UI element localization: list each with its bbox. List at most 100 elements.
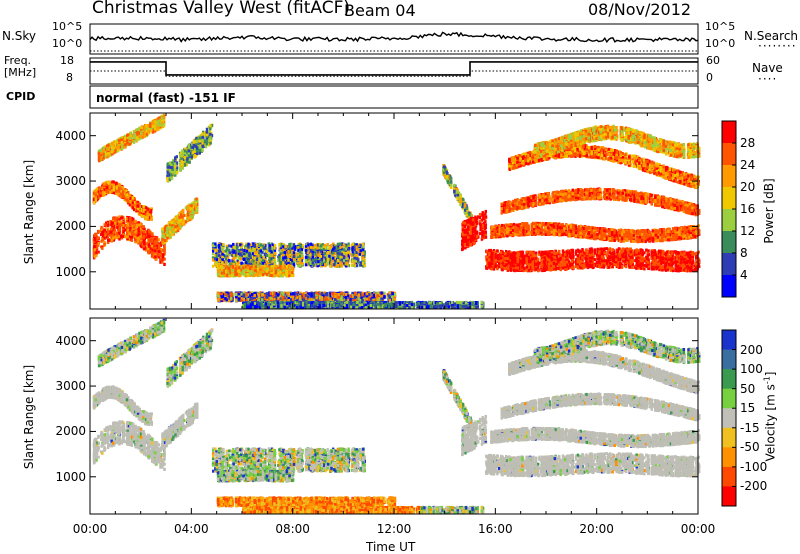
power-cell [158, 253, 160, 256]
power-cell [136, 133, 138, 136]
power-cell [102, 239, 104, 242]
power-cell [140, 231, 142, 234]
power-cell [122, 190, 124, 193]
power-cell [137, 205, 139, 208]
power-cell [136, 128, 138, 131]
power-cell [100, 192, 102, 195]
power-cell [100, 226, 102, 229]
power-cell [102, 230, 104, 233]
power-cell [94, 234, 96, 237]
power-cell [113, 181, 115, 184]
power-cell [135, 229, 137, 232]
power-cell [128, 232, 130, 235]
power-cell [126, 198, 128, 201]
power-cell [142, 209, 144, 212]
power-cell [162, 256, 164, 259]
power-cell [122, 186, 124, 189]
power-cell [151, 233, 153, 236]
power-cell [114, 222, 116, 225]
power-cell [127, 235, 129, 238]
power-cell [124, 224, 126, 227]
power-cell [139, 211, 141, 214]
power-cell [132, 218, 134, 221]
power-cell [154, 128, 156, 131]
power-cell [124, 235, 126, 238]
power-cell [110, 231, 112, 234]
power-cell [114, 219, 116, 222]
power-cell [98, 159, 100, 162]
power-cell [129, 227, 131, 230]
power-cell [133, 130, 135, 133]
power-cell [133, 226, 135, 229]
power-cell [140, 132, 142, 135]
power-cell [148, 239, 150, 242]
power-cell [143, 132, 145, 135]
power-cell [154, 243, 156, 246]
power-cell [131, 239, 133, 242]
power-cell [104, 223, 106, 226]
power-cell [140, 126, 142, 129]
power-cell [132, 196, 134, 199]
power-cell [137, 240, 139, 243]
power-cell [112, 237, 114, 240]
power-cell [137, 224, 139, 227]
power-cell [114, 235, 116, 238]
power-cell [146, 208, 148, 211]
power-cell [94, 245, 96, 248]
power-cell [113, 186, 115, 189]
power-cell [129, 143, 131, 146]
power-cell [143, 135, 145, 138]
power-cell [126, 193, 128, 196]
power-cell [129, 137, 131, 140]
power-cell [146, 214, 148, 217]
power-cell [107, 224, 109, 227]
power-cell [107, 155, 109, 158]
power-cell [154, 256, 156, 259]
power-cell [143, 248, 145, 251]
power-cell [131, 236, 133, 239]
power-cell [113, 189, 115, 192]
power-cell [154, 121, 156, 124]
power-cell [112, 217, 114, 220]
power-cell [143, 231, 145, 234]
power-cell [137, 233, 139, 236]
power-cell [143, 126, 145, 129]
power-cell [120, 217, 122, 220]
power-cell [133, 140, 135, 143]
power-cell [117, 149, 119, 152]
power-cell [137, 228, 139, 231]
power-cell [140, 135, 142, 138]
power-cell [107, 239, 109, 242]
power-cell [150, 209, 152, 212]
power-cell [129, 217, 131, 220]
power-cell [142, 215, 144, 218]
power-cell [95, 193, 97, 196]
power-cell [95, 190, 97, 193]
power-cell [117, 193, 119, 196]
power-cell [158, 244, 160, 247]
power-cell [161, 117, 163, 120]
power-cell [158, 250, 160, 253]
power-cell [93, 201, 95, 204]
power-cell [107, 144, 109, 147]
power-cell [146, 133, 148, 136]
power-cell [126, 139, 128, 142]
power-cell [151, 237, 153, 240]
power-cell [152, 131, 154, 134]
power-cell [149, 122, 151, 125]
power-cell [107, 229, 109, 232]
power-cell [136, 136, 138, 139]
power-cell [126, 134, 128, 137]
power-cell [115, 190, 117, 193]
power-cell [132, 233, 134, 236]
power-heatmap [93, 114, 701, 309]
power-cell [97, 242, 99, 245]
power-cell [116, 226, 118, 229]
power-cell [152, 125, 154, 128]
power-cell [102, 147, 104, 150]
power-cell [126, 142, 128, 145]
power-cell [102, 156, 104, 159]
power-cell [158, 246, 160, 249]
power-cell [97, 230, 99, 233]
power-cell [120, 235, 122, 238]
